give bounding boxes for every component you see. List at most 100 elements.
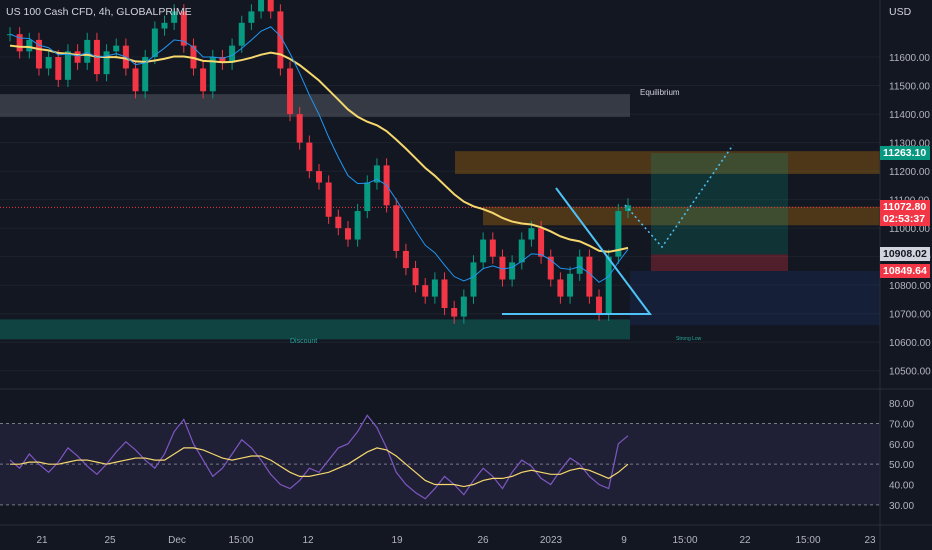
rsi-tick: 80.00 bbox=[889, 399, 914, 410]
candle bbox=[615, 211, 622, 257]
rsi-tick: 70.00 bbox=[889, 420, 914, 431]
candle bbox=[354, 211, 361, 240]
candle bbox=[412, 268, 419, 286]
candle bbox=[267, 0, 274, 12]
candle bbox=[576, 256, 583, 274]
candle bbox=[538, 228, 545, 257]
price-tag: 11263.10 bbox=[880, 146, 930, 161]
strong-low-label: Strong Low bbox=[676, 336, 702, 342]
time-tick: 23 bbox=[864, 535, 876, 546]
position-profit-zone bbox=[651, 153, 788, 255]
candle bbox=[16, 34, 23, 52]
candle bbox=[171, 11, 178, 23]
candle bbox=[316, 171, 322, 183]
candle bbox=[132, 68, 139, 92]
candle bbox=[364, 182, 371, 212]
rsi-tick: 50.00 bbox=[889, 460, 914, 471]
candle bbox=[335, 216, 342, 229]
candle bbox=[142, 57, 149, 92]
candle bbox=[402, 250, 409, 269]
candle bbox=[84, 39, 91, 63]
time-tick: 26 bbox=[477, 535, 489, 546]
equilibrium-label: Equilibrium bbox=[640, 88, 680, 97]
candle bbox=[113, 45, 120, 52]
projection-box bbox=[630, 271, 880, 326]
candle bbox=[344, 228, 351, 240]
zone-discount bbox=[0, 319, 630, 340]
candle bbox=[625, 205, 631, 212]
candle bbox=[470, 262, 477, 297]
price-tick: 10700.00 bbox=[889, 310, 931, 321]
time-tick: Dec bbox=[168, 535, 186, 546]
price-tick: 10500.00 bbox=[889, 367, 931, 378]
time-tick: 22 bbox=[739, 535, 751, 546]
price-tick: 11000.00 bbox=[889, 224, 930, 235]
price-tick: 10600.00 bbox=[889, 338, 931, 349]
discount-label: Discount bbox=[290, 338, 318, 345]
time-tick: 2023 bbox=[540, 535, 563, 546]
position-loss-zone bbox=[651, 254, 788, 272]
candle bbox=[200, 68, 207, 92]
projected-path bbox=[624, 144, 734, 249]
rsi-based-ma-line bbox=[10, 447, 629, 488]
candle bbox=[238, 22, 245, 46]
candle bbox=[489, 239, 496, 257]
candle bbox=[460, 296, 467, 317]
price-tag: 10849.64 bbox=[880, 264, 930, 279]
time-tick: 15:00 bbox=[795, 535, 820, 546]
candle bbox=[528, 228, 535, 240]
time-tick: 15:00 bbox=[672, 535, 697, 546]
price-tick: 11300.00 bbox=[889, 139, 930, 150]
rsi-tick: 40.00 bbox=[889, 481, 914, 492]
time-tick: 12 bbox=[302, 535, 314, 546]
price-tick: 10800.00 bbox=[889, 281, 931, 292]
candle bbox=[431, 279, 438, 297]
rsi-tick: 30.00 bbox=[889, 501, 914, 512]
candle bbox=[74, 51, 81, 63]
candle bbox=[258, 0, 265, 12]
price-tick: 11500.00 bbox=[889, 82, 930, 93]
time-tick: 9 bbox=[621, 535, 627, 546]
candle bbox=[567, 273, 574, 297]
price-tag: 10908.02 bbox=[880, 247, 930, 262]
rsi-tick: 60.00 bbox=[889, 440, 914, 451]
price-tag: 11072.80 02:53:37 bbox=[880, 200, 930, 227]
candle bbox=[26, 39, 33, 52]
candle bbox=[509, 262, 516, 280]
time-tick: 15:00 bbox=[228, 535, 253, 546]
candle bbox=[306, 142, 313, 172]
candle bbox=[499, 256, 506, 280]
candle bbox=[441, 279, 448, 308]
candle bbox=[451, 308, 458, 317]
candle bbox=[219, 57, 226, 63]
candle bbox=[422, 285, 429, 297]
candle bbox=[547, 256, 554, 280]
candle bbox=[393, 205, 400, 251]
price-tick: 11400.00 bbox=[889, 110, 930, 121]
candle bbox=[209, 57, 216, 92]
candle bbox=[557, 279, 564, 297]
candle bbox=[161, 22, 168, 29]
candle bbox=[55, 57, 62, 80]
candle bbox=[586, 256, 593, 297]
ema-50-line bbox=[9, 26, 629, 283]
candle bbox=[103, 51, 110, 75]
time-tick: 21 bbox=[36, 535, 48, 546]
rsi-line bbox=[9, 414, 629, 500]
candle bbox=[229, 45, 236, 63]
candle bbox=[287, 68, 294, 115]
candle bbox=[325, 182, 332, 217]
zone-supply-upper bbox=[455, 151, 880, 174]
candle bbox=[45, 57, 52, 69]
candle bbox=[596, 296, 603, 314]
zone-supply-lower bbox=[483, 206, 880, 226]
candle bbox=[277, 11, 284, 69]
candle bbox=[518, 239, 525, 263]
time-tick: 19 bbox=[391, 535, 403, 546]
price-tick: 11600.00 bbox=[889, 53, 930, 64]
triangle-pattern bbox=[502, 187, 652, 315]
candle bbox=[151, 28, 158, 58]
candle bbox=[35, 39, 42, 69]
symbol-title: US 100 Cash CFD, 4h, GLOBALPRIME bbox=[6, 6, 192, 18]
